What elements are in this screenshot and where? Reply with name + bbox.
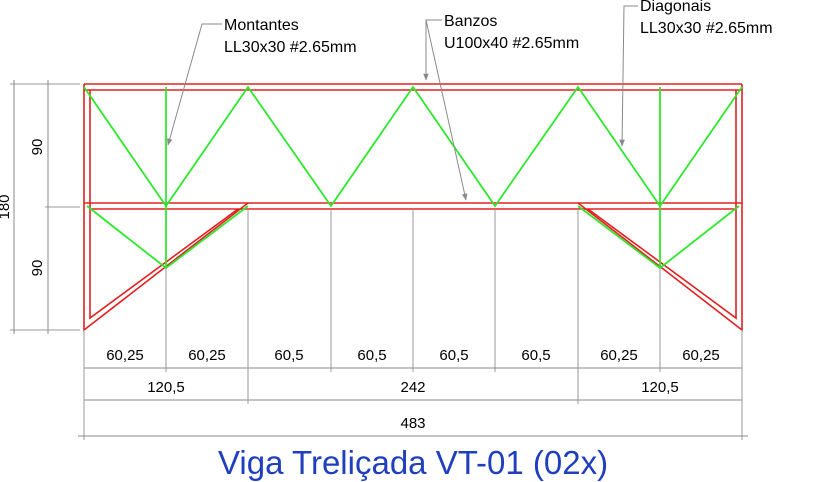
- drawing-title: Viga Treliçada VT-01 (02x): [218, 444, 608, 481]
- montantes-label: Montantes: [224, 17, 299, 34]
- middle-chord: [84, 202, 742, 210]
- dim-row2-2: 120,5: [641, 379, 679, 396]
- web-members: [83, 85, 743, 270]
- diagonais-label: Diagonais: [640, 0, 711, 15]
- dim-row1-6: 60,25: [600, 347, 638, 364]
- vertical-total-dim: 180: [0, 194, 13, 219]
- diagonais-spec: LL30x30 #2.65mm: [640, 20, 773, 37]
- label-leaders: [167, 5, 638, 201]
- top-chord: [84, 83, 742, 91]
- dim-row1-5: 60,5: [521, 347, 550, 364]
- dim-row1-7: 60,25: [682, 347, 720, 364]
- dim-row1-4: 60,5: [439, 347, 468, 364]
- extension-lines: [10, 83, 743, 440]
- dim-row2-0: 120,5: [147, 379, 185, 396]
- banzos-label: Banzos: [444, 13, 497, 30]
- dim-row1-0: 60,25: [106, 347, 144, 364]
- vertical-bottom-dim: 90: [29, 260, 46, 277]
- dim-row2-1: 242: [400, 379, 425, 396]
- dim-row1-1: 60,25: [188, 347, 226, 364]
- vertical-top-dim: 90: [29, 139, 46, 156]
- dim-row3-total: 483: [400, 415, 425, 432]
- dim-row1-2: 60,5: [274, 347, 303, 364]
- dim-row1-3: 60,5: [357, 347, 386, 364]
- banzos-spec: U100x40 #2.65mm: [444, 35, 579, 52]
- dimension-lines: [13, 80, 748, 437]
- montantes-spec: LL30x30 #2.65mm: [224, 39, 357, 56]
